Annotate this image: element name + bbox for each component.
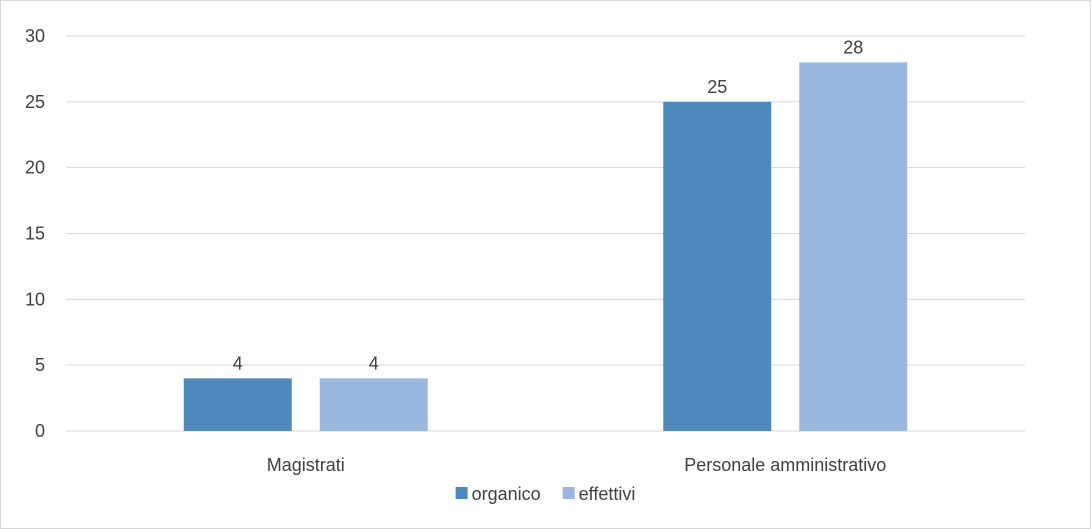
gridlines bbox=[66, 35, 1025, 432]
legend-swatch bbox=[562, 487, 575, 499]
bar-organico-1 bbox=[663, 101, 772, 431]
legend-swatch bbox=[455, 487, 468, 499]
bars bbox=[183, 62, 908, 431]
y-tick-label: 15 bbox=[25, 224, 45, 244]
legend: organico effettivi bbox=[455, 484, 636, 504]
data-label: 25 bbox=[707, 77, 727, 97]
legend-label: effettivi bbox=[579, 484, 636, 504]
y-axis-tick-labels: 0 5 10 15 20 25 30 bbox=[25, 26, 45, 441]
legend-label: organico bbox=[472, 484, 541, 504]
data-label: 4 bbox=[233, 353, 243, 373]
y-tick-label: 30 bbox=[25, 26, 45, 46]
x-category-label: Magistrati bbox=[267, 455, 345, 475]
data-labels: 4 4 25 28 bbox=[233, 37, 864, 373]
bar-effettivi-1 bbox=[799, 62, 908, 431]
y-tick-label: 10 bbox=[25, 289, 45, 309]
x-axis-category-labels: Magistrati Personale amministrativo bbox=[267, 455, 887, 475]
y-tick-label: 5 bbox=[35, 355, 45, 375]
y-tick-label: 20 bbox=[25, 158, 45, 178]
legend-item-organico: organico bbox=[455, 484, 541, 504]
bar-organico-0 bbox=[183, 378, 292, 431]
x-category-label: Personale amministrativo bbox=[684, 455, 886, 475]
data-label: 4 bbox=[369, 353, 379, 373]
data-label: 28 bbox=[843, 37, 863, 57]
y-tick-label: 25 bbox=[25, 92, 45, 112]
legend-item-effettivi: effettivi bbox=[562, 484, 636, 504]
bar-effettivi-0 bbox=[319, 378, 428, 431]
y-tick-label: 0 bbox=[35, 421, 45, 441]
